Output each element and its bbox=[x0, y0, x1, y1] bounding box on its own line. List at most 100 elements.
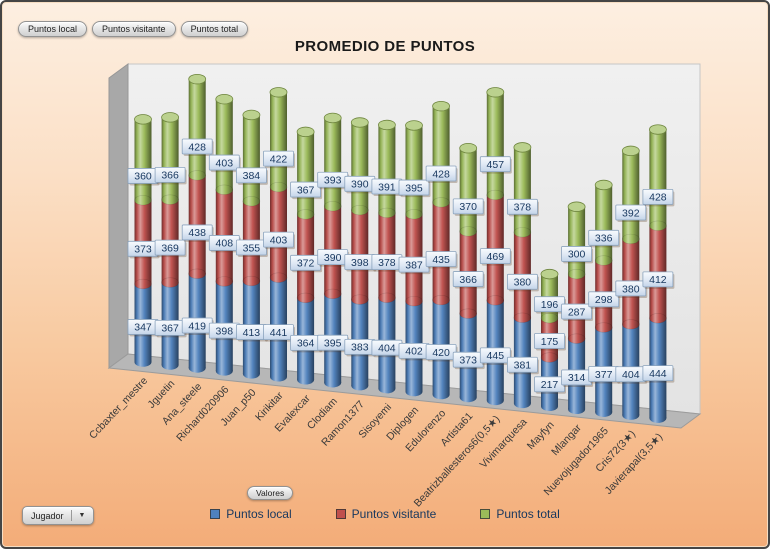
data-label: 428 bbox=[425, 165, 458, 183]
data-label: 378 bbox=[506, 198, 539, 217]
data-label: 369 bbox=[154, 239, 187, 258]
bar-Beatrizballesteros6(0,5★)[interactable] bbox=[486, 87, 505, 406]
data-label: 355 bbox=[235, 239, 268, 257]
legend-item-puntos-local[interactable]: Puntos local bbox=[210, 507, 292, 521]
data-label: 408 bbox=[208, 235, 241, 253]
data-label: 380 bbox=[506, 273, 539, 292]
svg-text:373: 373 bbox=[134, 244, 152, 256]
category-label: Richard020906 bbox=[174, 384, 231, 444]
svg-text:380: 380 bbox=[514, 277, 532, 289]
svg-text:372: 372 bbox=[297, 258, 315, 270]
data-label: 412 bbox=[642, 271, 675, 289]
chart-title: PROMEDIO DE PUNTOS bbox=[294, 38, 476, 55]
svg-text:438: 438 bbox=[188, 227, 206, 239]
svg-text:360: 360 bbox=[134, 171, 152, 183]
legend-label-puntos-visitante: Puntos visitante bbox=[351, 507, 437, 521]
data-label: 428 bbox=[181, 138, 214, 156]
axis-field-button[interactable]: Jugador ▼ bbox=[22, 506, 95, 525]
data-label: 287 bbox=[561, 303, 594, 322]
axis-field-label: Jugador bbox=[31, 510, 64, 521]
data-label: 445 bbox=[479, 347, 512, 365]
data-label: 372 bbox=[290, 254, 323, 273]
data-label: 387 bbox=[398, 256, 431, 275]
data-label: 175 bbox=[534, 333, 566, 351]
svg-text:355: 355 bbox=[243, 242, 261, 254]
field-button-puntos-local[interactable]: Puntos local bbox=[18, 21, 88, 37]
svg-text:287: 287 bbox=[568, 306, 586, 318]
legend-label-puntos-local: Puntos local bbox=[226, 507, 292, 521]
data-label: 380 bbox=[615, 280, 648, 298]
data-label: 441 bbox=[263, 324, 295, 342]
svg-text:383: 383 bbox=[351, 342, 369, 354]
data-label: 444 bbox=[642, 365, 675, 383]
data-label: 457 bbox=[479, 156, 512, 174]
data-label: 403 bbox=[208, 154, 241, 173]
data-label: 217 bbox=[534, 376, 566, 394]
pivot-field-buttons: Puntos local Puntos visitante Puntos tot… bbox=[18, 21, 249, 37]
data-label: 469 bbox=[479, 248, 512, 266]
svg-text:381: 381 bbox=[514, 360, 532, 372]
svg-text:364: 364 bbox=[297, 338, 315, 350]
svg-text:369: 369 bbox=[161, 242, 179, 254]
svg-text:336: 336 bbox=[595, 233, 613, 245]
data-label: 395 bbox=[398, 179, 431, 198]
svg-text:445: 445 bbox=[487, 350, 505, 362]
svg-text:408: 408 bbox=[216, 238, 234, 250]
legend-item-puntos-total[interactable]: Puntos total bbox=[480, 507, 560, 521]
legend-label-puntos-total: Puntos total bbox=[496, 507, 560, 521]
svg-text:391: 391 bbox=[378, 181, 396, 193]
svg-text:373: 373 bbox=[459, 354, 477, 366]
svg-text:413: 413 bbox=[243, 327, 261, 339]
data-label: 402 bbox=[398, 342, 431, 361]
legend-swatch-green bbox=[480, 509, 491, 519]
data-label: 366 bbox=[154, 166, 187, 185]
svg-text:402: 402 bbox=[405, 346, 423, 358]
data-label: 435 bbox=[425, 251, 458, 269]
data-label: 404 bbox=[615, 366, 648, 384]
data-label: 390 bbox=[344, 175, 377, 194]
data-label: 398 bbox=[208, 322, 241, 341]
svg-text:395: 395 bbox=[324, 338, 342, 350]
legend-item-puntos-visitante[interactable]: Puntos visitante bbox=[335, 507, 437, 521]
svg-text:419: 419 bbox=[188, 320, 206, 332]
chevron-down-icon: ▼ bbox=[78, 512, 86, 519]
data-label: 420 bbox=[425, 344, 458, 362]
svg-text:435: 435 bbox=[432, 254, 450, 266]
data-label: 383 bbox=[344, 338, 377, 357]
svg-text:393: 393 bbox=[324, 175, 342, 187]
svg-text:420: 420 bbox=[432, 347, 450, 359]
svg-text:367: 367 bbox=[161, 323, 179, 335]
svg-text:378: 378 bbox=[514, 202, 532, 214]
field-button-puntos-visitante[interactable]: Puntos visitante bbox=[92, 21, 176, 37]
data-label: 373 bbox=[452, 351, 485, 370]
svg-text:428: 428 bbox=[432, 168, 450, 180]
field-button-puntos-total[interactable]: Puntos total bbox=[180, 21, 249, 37]
svg-text:403: 403 bbox=[270, 234, 288, 246]
svg-text:175: 175 bbox=[541, 336, 559, 348]
data-label: 392 bbox=[615, 204, 648, 223]
svg-text:217: 217 bbox=[541, 379, 559, 391]
data-label: 366 bbox=[452, 271, 485, 289]
chart-legend: Puntos local Puntos visitante Puntos tot… bbox=[2, 507, 768, 521]
data-label: 196 bbox=[534, 296, 566, 314]
svg-text:196: 196 bbox=[541, 299, 559, 311]
data-label: 393 bbox=[317, 171, 350, 190]
data-label: 438 bbox=[181, 224, 214, 242]
svg-text:366: 366 bbox=[459, 274, 477, 286]
svg-text:347: 347 bbox=[134, 322, 152, 334]
svg-text:392: 392 bbox=[622, 207, 640, 219]
svg-text:469: 469 bbox=[487, 251, 505, 263]
data-label: 378 bbox=[371, 254, 404, 272]
svg-text:444: 444 bbox=[649, 368, 667, 380]
svg-text:441: 441 bbox=[270, 327, 288, 339]
svg-text:314: 314 bbox=[568, 372, 586, 384]
data-label: 395 bbox=[317, 334, 350, 353]
svg-text:380: 380 bbox=[622, 283, 640, 295]
values-field-button[interactable]: Valores bbox=[247, 486, 294, 500]
svg-text:367: 367 bbox=[297, 184, 315, 196]
data-label: 367 bbox=[154, 319, 187, 338]
data-label: 384 bbox=[235, 167, 268, 185]
svg-text:398: 398 bbox=[351, 257, 369, 269]
data-label: 398 bbox=[344, 254, 377, 272]
